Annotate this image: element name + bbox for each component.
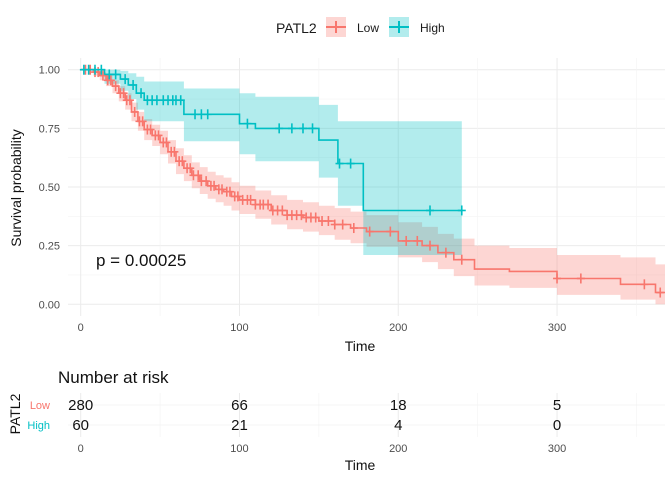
risk-cell-high: 60 bbox=[72, 417, 89, 434]
risk-table-grid bbox=[68, 393, 665, 437]
risk-cell-low: 5 bbox=[553, 397, 561, 414]
survival-curve-high bbox=[80, 68, 462, 212]
censor-marks bbox=[79, 64, 665, 298]
risk-cell-high: 4 bbox=[394, 417, 402, 434]
ci-band-high bbox=[80, 69, 462, 255]
legend: PATL2 Low High bbox=[276, 17, 445, 37]
risk-table-x-ticks: 0 100 200 300 bbox=[78, 443, 567, 455]
legend-item-high: High bbox=[389, 17, 445, 37]
risk-cell-low: 66 bbox=[231, 397, 248, 414]
x-tick-label: 0 bbox=[78, 322, 84, 334]
risk-table-row-labels: Low High bbox=[27, 400, 50, 432]
risk-cell-high: 21 bbox=[231, 417, 248, 434]
y-tick-label: 0.25 bbox=[39, 241, 60, 253]
legend-label-high: High bbox=[420, 21, 445, 35]
y-tick-label: 0.00 bbox=[39, 299, 60, 311]
legend-title: PATL2 bbox=[276, 20, 317, 36]
x-axis-title: Time bbox=[345, 338, 376, 354]
risk-row-label-high: High bbox=[27, 420, 50, 432]
risk-table-x-title: Time bbox=[345, 457, 376, 473]
risk-x-tick-label: 100 bbox=[230, 443, 248, 455]
risk-cell-low: 280 bbox=[68, 397, 93, 414]
risk-cell-low: 18 bbox=[390, 397, 407, 414]
y-axis-ticks: 0.00 0.25 0.50 0.75 1.00 bbox=[39, 65, 60, 312]
survival-plot: 0.00 0.25 0.50 0.75 1.00 0 100 200 300 p = 0.00… bbox=[8, 58, 665, 354]
legend-label-low: Low bbox=[357, 21, 379, 35]
x-tick-label: 300 bbox=[548, 322, 566, 334]
risk-table-cells: 280 66 18 5 60 21 4 0 bbox=[68, 397, 561, 434]
risk-x-tick-label: 300 bbox=[548, 443, 566, 455]
risk-table-strata-title: PATL2 bbox=[7, 393, 23, 434]
risk-table-title: Number at risk bbox=[58, 368, 169, 387]
legend-item-low: Low bbox=[326, 17, 379, 37]
y-tick-label: 1.00 bbox=[39, 65, 60, 77]
p-value-label: p = 0.00025 bbox=[96, 251, 186, 270]
x-tick-label: 100 bbox=[230, 322, 248, 334]
risk-x-tick-label: 0 bbox=[78, 443, 84, 455]
x-axis-ticks: 0 100 200 300 bbox=[78, 322, 567, 334]
y-tick-label: 0.50 bbox=[39, 182, 60, 194]
x-tick-label: 200 bbox=[389, 322, 407, 334]
confidence-bands bbox=[80, 69, 665, 305]
risk-row-label-low: Low bbox=[30, 400, 50, 412]
risk-x-tick-label: 200 bbox=[389, 443, 407, 455]
ci-band-low bbox=[80, 69, 665, 305]
y-axis-title: Survival probability bbox=[8, 129, 24, 247]
risk-cell-high: 0 bbox=[553, 417, 561, 434]
y-tick-label: 0.75 bbox=[39, 123, 60, 135]
